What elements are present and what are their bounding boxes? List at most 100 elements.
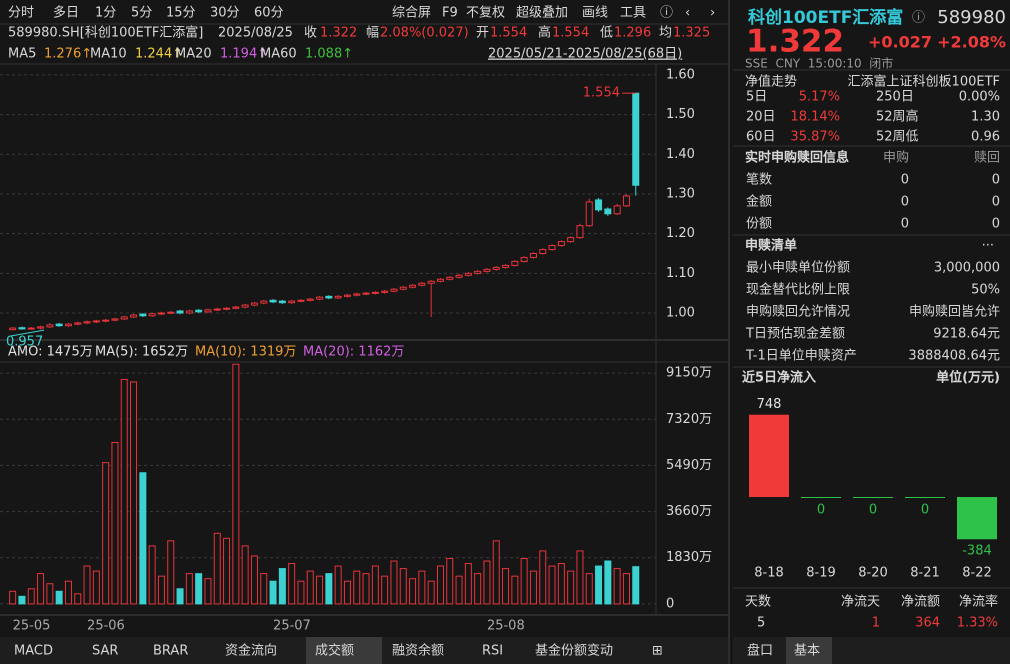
- ma-value: 1.244↑: [135, 47, 183, 62]
- date-range[interactable]: 2025/05/21-2025/08/25(68日): [488, 47, 682, 62]
- tab[interactable]: 汇添富上证科创板100ETF: [848, 74, 1000, 90]
- candle-body: [436, 278, 444, 282]
- toolbar-button[interactable]: 画线: [582, 6, 608, 21]
- volume-bar: [464, 563, 472, 605]
- chart-unit: 单位(万元): [936, 370, 1000, 386]
- tab[interactable]: 净值走势: [745, 74, 797, 90]
- column-header: 净流额: [901, 595, 940, 610]
- x-tick-label: 8-21: [910, 566, 940, 581]
- indicator-tab[interactable]: RSI: [482, 644, 503, 659]
- y-tick-label: 1.50: [666, 107, 695, 122]
- volume-bar: [167, 540, 175, 605]
- indicator-tab[interactable]: SAR: [92, 644, 118, 659]
- volume-bar: [297, 580, 305, 605]
- candle-body: [269, 299, 277, 303]
- ma-label: MA5: [8, 47, 36, 62]
- panel-tab[interactable]: 盘口: [747, 643, 773, 659]
- x-tick-label: 25-05: [13, 619, 51, 634]
- indicator-tab[interactable]: 成交额: [315, 643, 354, 659]
- volume-bar: [278, 568, 286, 605]
- volume-bar: [111, 441, 119, 605]
- ma-value: 1.276↑: [44, 47, 92, 62]
- toolbar-button[interactable]: 1分: [95, 6, 116, 21]
- value-label: 0: [869, 503, 877, 518]
- volume-bar: [418, 570, 426, 605]
- x-tick-label: 8-19: [806, 566, 836, 581]
- x-tick-label: 25-06: [87, 619, 125, 634]
- candle-body: [353, 293, 361, 296]
- toolbar-button[interactable]: 综合屏: [392, 6, 431, 21]
- candle-body: [343, 294, 351, 297]
- indicator-tab[interactable]: ⊞: [652, 644, 663, 659]
- info-icon[interactable]: ⓘ: [912, 11, 925, 26]
- panel-tab[interactable]: 基本: [794, 644, 820, 659]
- candle-body: [74, 322, 82, 325]
- section-title: 申赎清单: [745, 238, 797, 254]
- column-header: 赎回: [974, 151, 1000, 166]
- indicator-tab[interactable]: 融资余额: [392, 643, 444, 659]
- next-button[interactable]: ›: [710, 6, 715, 21]
- candle-body: [83, 321, 91, 324]
- volume-bar: [622, 573, 630, 605]
- indicator-tab[interactable]: BRAR: [153, 644, 188, 659]
- row-value: 申购赎回皆允许: [909, 304, 1000, 320]
- row-label: 申购赎回允许情况: [746, 304, 850, 320]
- row-label: 250日: [876, 90, 914, 105]
- market-status: SSE CNY 15:00:10 闭市: [745, 56, 893, 71]
- tab-active: [306, 637, 382, 664]
- toolbar-button[interactable]: F9: [442, 6, 458, 21]
- candle-body: [148, 313, 156, 317]
- toolbar-button[interactable]: 15分: [166, 6, 196, 21]
- quote-label: 幅: [366, 26, 379, 41]
- indicator-tab[interactable]: 基金份额变动: [535, 643, 613, 659]
- more-button[interactable]: ···: [982, 239, 994, 254]
- volume-bar: [576, 550, 584, 605]
- toolbar-button[interactable]: 超级叠加: [516, 6, 568, 21]
- volume-bar: [371, 565, 379, 605]
- row-value: 1.30: [971, 110, 1000, 125]
- toolbar-button[interactable]: 60分: [254, 6, 284, 21]
- volume-bar: [427, 580, 435, 605]
- min-label: 0.957: [6, 335, 43, 350]
- toolbar-button[interactable]: 5分: [131, 6, 152, 21]
- tab-bar: [733, 637, 1010, 664]
- volume-bar: [55, 590, 63, 605]
- candle-body: [520, 256, 528, 262]
- toolbar-button[interactable]: 多日: [53, 5, 79, 21]
- volume-bar: [343, 580, 351, 605]
- value-label: 748: [757, 397, 782, 412]
- candle-body: [529, 252, 537, 258]
- volume-legend: AMO: 1475万: [8, 345, 93, 360]
- row-value: 0: [901, 217, 909, 232]
- prev-button[interactable]: ‹: [685, 6, 690, 21]
- info-icon[interactable]: ⓘ: [660, 6, 673, 21]
- volume-bar: [381, 575, 389, 605]
- candle-body: [409, 284, 417, 288]
- candle-body: [483, 268, 491, 272]
- indicator-tab[interactable]: MACD: [14, 644, 53, 659]
- volume-bar: [511, 575, 519, 605]
- y-tick-label: 5490万: [666, 458, 712, 473]
- ma-label: MA60: [260, 47, 297, 62]
- indicator-tab[interactable]: 资金流向: [225, 643, 277, 659]
- toolbar-button[interactable]: 分时: [8, 6, 34, 21]
- value-label: 0: [921, 503, 929, 518]
- candle-body: [46, 324, 54, 328]
- candle-body: [176, 310, 184, 314]
- candle-body: [362, 292, 370, 295]
- volume-bar: [353, 570, 361, 605]
- toolbar-button[interactable]: 不复权: [466, 5, 505, 21]
- volume-bar: [213, 532, 221, 605]
- candle-body: [37, 326, 45, 329]
- quote-date: 2025/08/25: [218, 26, 293, 41]
- volume-bar: [548, 565, 556, 605]
- max-label: 1.554: [583, 86, 620, 101]
- row-value: 3888408.64元: [908, 349, 1000, 364]
- toolbar-button[interactable]: 工具: [620, 6, 646, 21]
- candle-body: [418, 282, 426, 286]
- ma-value: 1.088↑: [305, 47, 353, 62]
- volume-bar: [502, 568, 510, 605]
- volume-bar: [139, 472, 147, 605]
- candle-body: [316, 296, 324, 300]
- toolbar-button[interactable]: 30分: [210, 6, 240, 21]
